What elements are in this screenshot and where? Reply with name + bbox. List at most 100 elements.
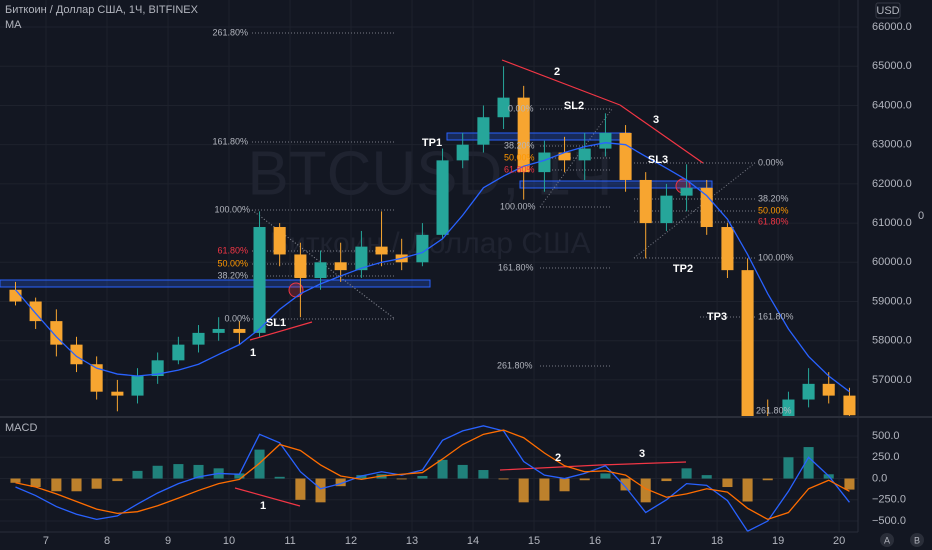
histogram-bar <box>234 473 245 479</box>
x-tick-label: 18 <box>711 535 723 547</box>
histogram-bar <box>132 470 143 479</box>
fib-label: 261.80% <box>212 27 248 37</box>
fib-label: 50.00% <box>217 258 248 268</box>
button-label[interactable]: A <box>884 535 890 545</box>
y-tick-label: 61000.0 <box>872 217 912 229</box>
candle-body <box>294 254 307 278</box>
fib-label: 100.00% <box>214 204 250 214</box>
candle-body <box>843 395 856 416</box>
histogram-bar <box>152 465 163 479</box>
histogram-bar <box>295 478 306 500</box>
x-tick-label: 19 <box>772 535 784 547</box>
histogram-bar <box>559 478 570 492</box>
x-tick-label: 12 <box>345 535 357 547</box>
drawing-label: SL2 <box>564 100 584 112</box>
histogram-bar <box>274 476 285 479</box>
macd-pane <box>10 425 855 532</box>
trend-lines <box>234 461 687 507</box>
candle-body <box>721 227 734 271</box>
y-tick-label: 59000.0 <box>872 295 912 307</box>
drawing-label: 3 <box>639 448 645 460</box>
macd-line <box>15 429 850 521</box>
currency-box[interactable] <box>875 2 901 19</box>
histogram-bar <box>51 478 62 492</box>
histogram-bar <box>417 475 428 479</box>
histogram-bar <box>335 478 346 487</box>
candle-body <box>538 152 551 173</box>
currency[interactable]: USD <box>876 5 899 17</box>
watermark: BTCUSD, 1Ч <box>247 139 612 208</box>
y-tick-label: 66000.0 <box>872 21 912 33</box>
candle-body <box>660 195 673 224</box>
histogram-bar <box>498 478 509 480</box>
y-tick-label: 60000.0 <box>872 256 912 268</box>
drawing-label: TP3 <box>707 311 727 323</box>
drawing-label: 2 <box>555 452 561 464</box>
y-tick-label: 62000.0 <box>872 178 912 190</box>
fib-label: 38.20% <box>504 140 535 150</box>
histogram-bar <box>315 478 326 503</box>
y-tick-label: −500.0 <box>872 515 906 527</box>
macd-grid <box>0 418 858 532</box>
x-tick-label: 14 <box>467 535 479 547</box>
fib-label: 61.80% <box>758 216 789 226</box>
y-tick-label: 64000.0 <box>872 99 912 111</box>
fib-label: 38.20% <box>758 193 789 203</box>
pane-title: MACD <box>5 422 37 434</box>
histogram-bar <box>539 478 550 501</box>
histogram-bar <box>518 478 529 503</box>
fib-label: 0.00% <box>758 157 784 167</box>
candle-body <box>497 97 510 118</box>
candle-body <box>50 321 63 345</box>
histogram-bar <box>803 447 814 479</box>
histogram-bar <box>173 464 184 479</box>
histogram-bar <box>478 470 489 479</box>
fib-label: 100.00% <box>500 201 536 211</box>
histogram-bar <box>783 457 794 479</box>
candle-body <box>782 399 795 416</box>
legend-entry: MA <box>5 19 22 31</box>
x-tick-label: 17 <box>650 535 662 547</box>
button-label[interactable]: B <box>914 535 920 545</box>
histogram-bar <box>600 473 611 479</box>
histogram-bar <box>10 478 21 483</box>
candles <box>9 66 856 416</box>
candle-body <box>619 132 632 180</box>
drawing-label: 2 <box>554 66 560 78</box>
chart-title: Биткоин / Доллар США, 1Ч, BITFINEX <box>5 4 199 16</box>
candle-body <box>700 187 713 228</box>
histogram-bar <box>681 468 692 479</box>
candle-body <box>192 332 205 345</box>
histogram-bar <box>437 459 448 479</box>
candle-body <box>253 227 266 333</box>
x-tick-label: 8 <box>104 535 110 547</box>
y-tick-label: 500.0 <box>872 430 900 442</box>
candle-body <box>111 391 124 396</box>
candle-body <box>578 148 591 161</box>
y-tick-label: 0.0 <box>872 472 887 484</box>
candle-body <box>314 262 327 278</box>
fib-label: 38.20% <box>217 270 248 280</box>
candle-body <box>599 132 612 149</box>
histogram-bar <box>579 478 590 481</box>
histogram-bar <box>193 464 204 479</box>
candle-body <box>436 160 449 235</box>
candle-body <box>172 344 185 361</box>
fib-lines <box>251 32 756 367</box>
histogram-bar <box>661 478 672 482</box>
candle-body <box>558 152 571 161</box>
candle-body <box>70 344 83 365</box>
fib-label: 161.80% <box>758 311 794 321</box>
candle-body <box>9 289 22 302</box>
candle-body <box>151 360 164 377</box>
candle-body <box>212 328 225 333</box>
histogram-bar <box>30 478 41 488</box>
annotations: 261.80% 161.80% 100.00% 61.80% 50.00% 38.20% 0… <box>212 27 793 512</box>
button[interactable] <box>880 533 894 547</box>
fib-label: 161.80% <box>498 262 534 272</box>
macd-line <box>15 425 850 532</box>
candle-body <box>355 246 368 271</box>
button[interactable] <box>910 533 924 547</box>
candle-body <box>334 262 347 271</box>
